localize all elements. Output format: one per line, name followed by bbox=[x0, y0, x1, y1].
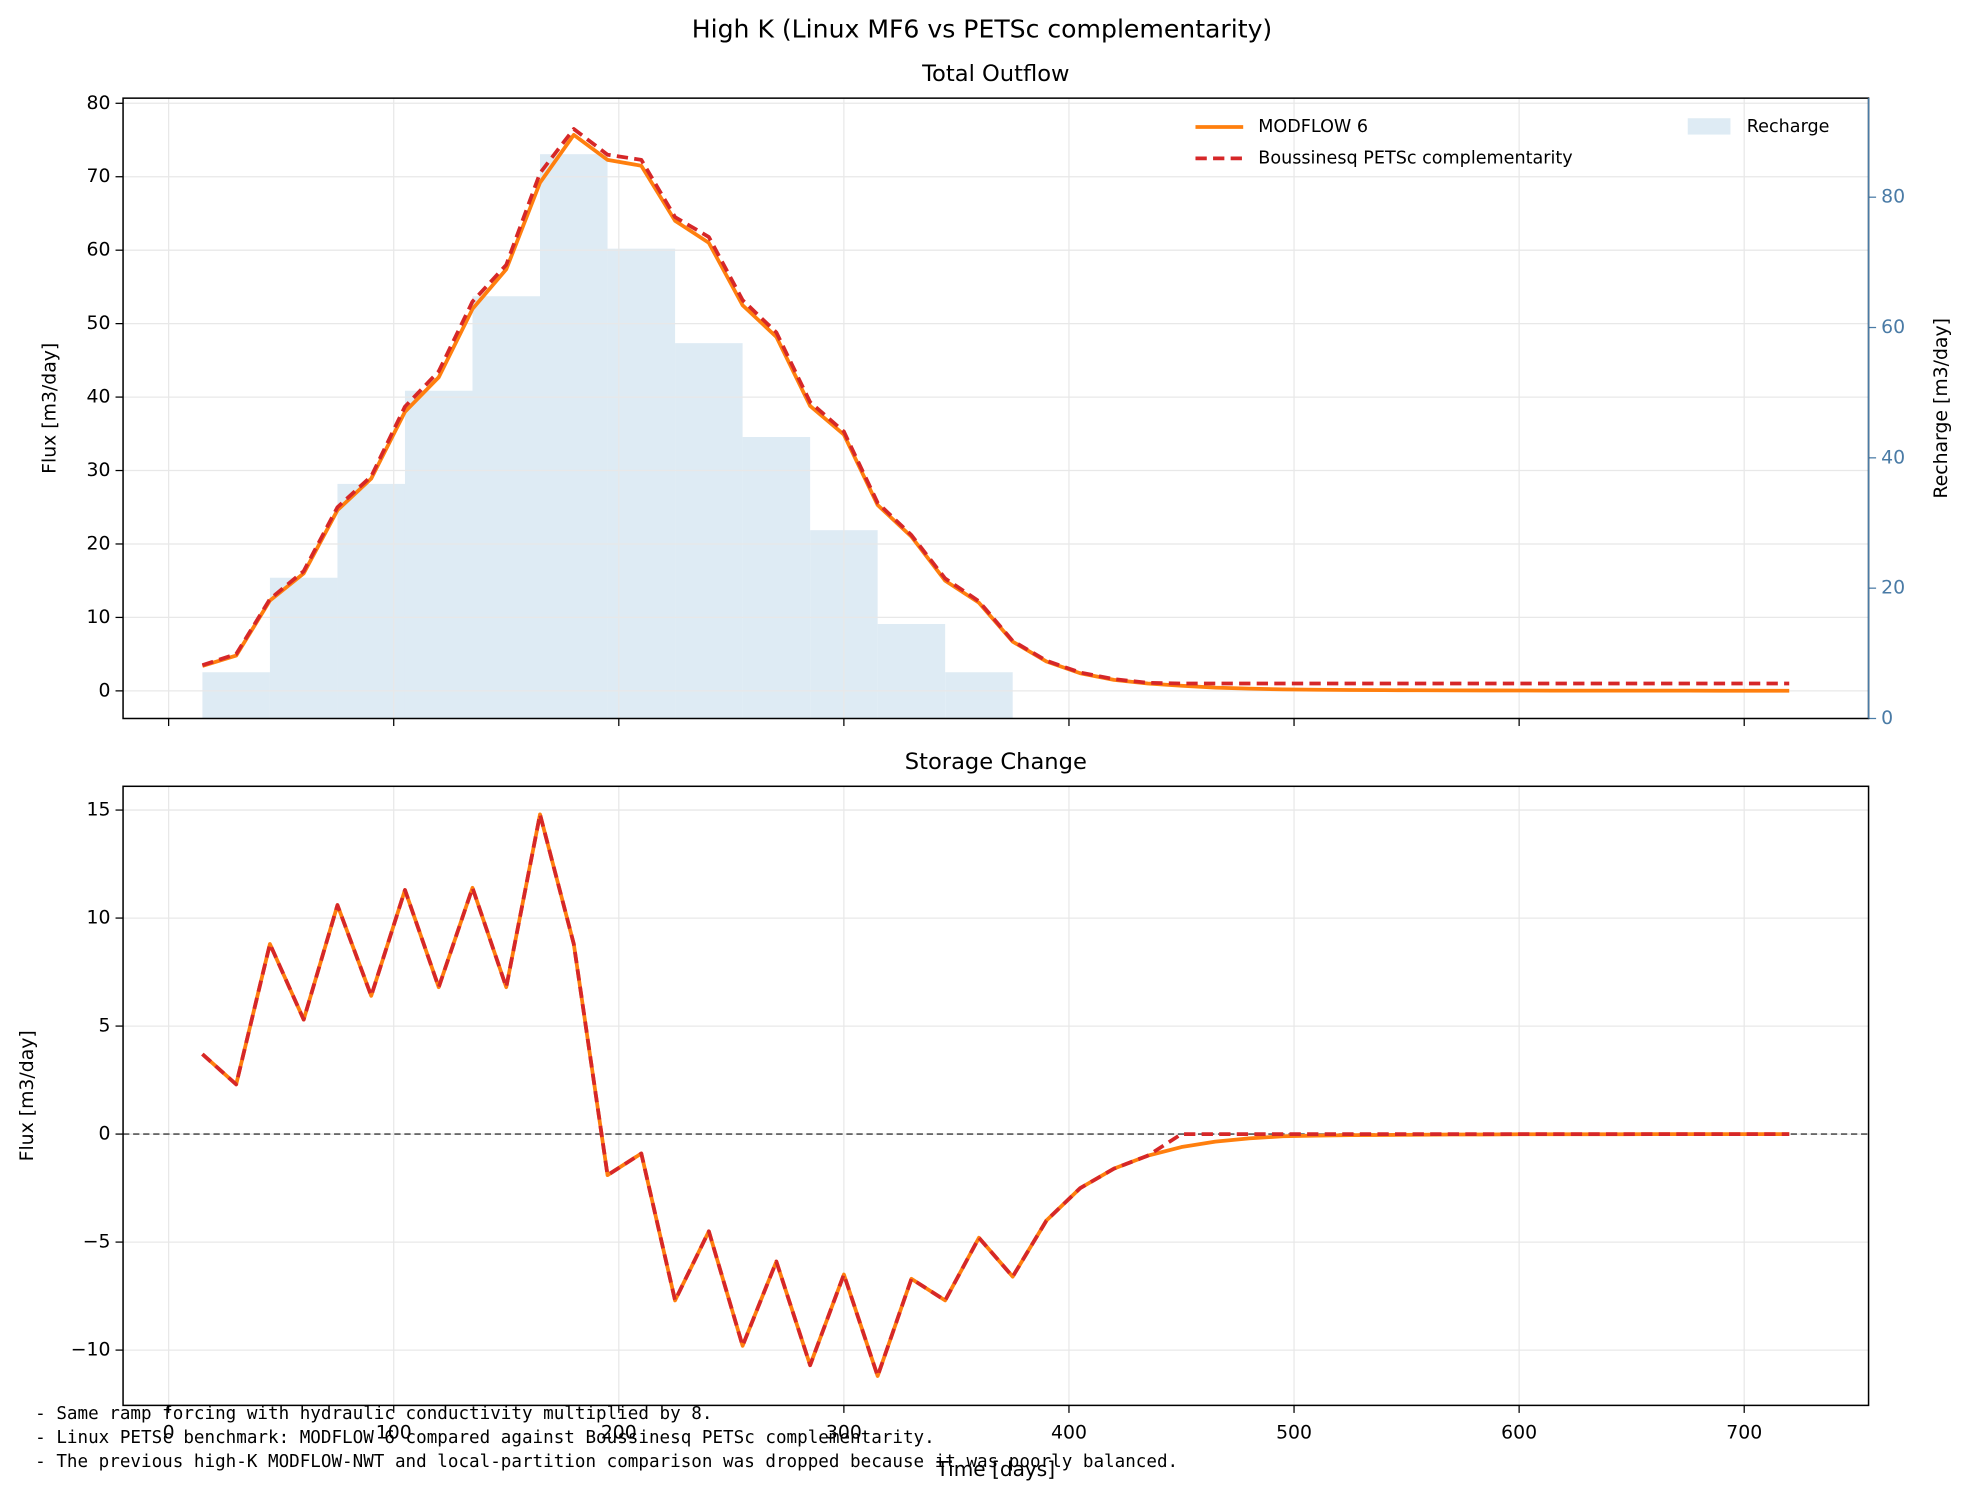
recharge-bar bbox=[269, 577, 338, 719]
y2-tick-label: 80 bbox=[1881, 187, 1905, 208]
recharge-bar bbox=[337, 483, 405, 719]
y-tick-label: 15 bbox=[87, 800, 111, 821]
recharge-bar bbox=[540, 154, 608, 719]
axes-frame bbox=[122, 785, 1870, 1407]
x-tick-label: 200 bbox=[601, 1423, 637, 1444]
y-tick-label: 10 bbox=[87, 908, 111, 929]
x-tick-label: 500 bbox=[1276, 1423, 1312, 1444]
y-tick-label: 0 bbox=[99, 1124, 111, 1145]
y-tick-label: 5 bbox=[99, 1016, 111, 1037]
x-tick-label: 100 bbox=[376, 1423, 412, 1444]
x-tick-label: 600 bbox=[1501, 1423, 1537, 1444]
note: - The previous high-K MODFLOW-NWT and lo… bbox=[35, 1452, 1178, 1472]
y-tick-label: 80 bbox=[87, 93, 111, 114]
x-tick-label: 0 bbox=[163, 1423, 175, 1444]
y2-tick-label: 20 bbox=[1881, 578, 1905, 599]
recharge-bar bbox=[877, 624, 946, 719]
legend-label: Recharge bbox=[1747, 117, 1830, 137]
y-tick-label: 20 bbox=[87, 533, 111, 554]
recharge-bar bbox=[742, 436, 811, 719]
y-tick-label: −5 bbox=[83, 1232, 111, 1253]
y2-tick-label: 60 bbox=[1881, 317, 1905, 338]
figure-title: High K (Linux MF6 vs PETSc complementari… bbox=[692, 14, 1272, 43]
recharge-bar bbox=[472, 296, 541, 719]
legend-swatch bbox=[1687, 118, 1731, 135]
series-line bbox=[201, 812, 1790, 1378]
y-tick-label: 60 bbox=[87, 240, 111, 261]
x-tick-label: 400 bbox=[1051, 1423, 1087, 1444]
y-tick-label: −10 bbox=[71, 1340, 111, 1361]
x-axis-label: Time [days] bbox=[936, 1457, 1056, 1481]
note: - Same ramp forcing with hydraulic condu… bbox=[35, 1404, 712, 1424]
y-tick-label: 30 bbox=[87, 460, 111, 481]
subplot-title: Total Outflow bbox=[921, 61, 1069, 87]
y-tick-label: 10 bbox=[87, 607, 111, 628]
y-tick-label: 40 bbox=[87, 387, 111, 408]
recharge-bar bbox=[675, 343, 743, 719]
y2-tick-label: 40 bbox=[1881, 447, 1905, 468]
recharge-bar bbox=[945, 672, 1013, 719]
x-tick-label: 300 bbox=[826, 1423, 862, 1444]
legend-label: Boussinesq PETSc complementarity bbox=[1258, 148, 1572, 168]
recharge-bar bbox=[607, 248, 676, 719]
legend-label: MODFLOW 6 bbox=[1258, 117, 1368, 137]
subplot-title: Storage Change bbox=[905, 749, 1087, 775]
y-axis-label: Flux [m3/day] bbox=[40, 343, 61, 474]
y-tick-label: 50 bbox=[87, 313, 111, 334]
y2-axis-label: Recharge [m3/day] bbox=[1931, 318, 1952, 499]
y2-tick-label: 0 bbox=[1881, 708, 1893, 729]
recharge-bar bbox=[202, 672, 270, 719]
series-line bbox=[201, 127, 1790, 686]
note: - Linux PETSc benchmark: MODFLOW 6 compa… bbox=[35, 1428, 935, 1448]
y-tick-label: 70 bbox=[87, 166, 111, 187]
y-axis-label: Flux [m3/day] bbox=[17, 1030, 38, 1161]
x-tick-label: 700 bbox=[1726, 1423, 1762, 1444]
recharge-bar bbox=[404, 390, 473, 719]
y-tick-label: 0 bbox=[99, 680, 111, 701]
